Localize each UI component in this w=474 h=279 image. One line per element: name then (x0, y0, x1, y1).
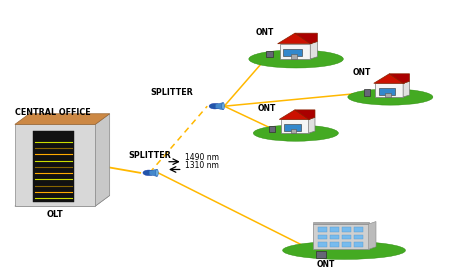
Text: SPLITTER: SPLITTER (128, 151, 171, 160)
Text: ONT: ONT (317, 260, 335, 269)
Ellipse shape (222, 103, 225, 110)
FancyBboxPatch shape (385, 93, 391, 97)
Polygon shape (295, 33, 318, 44)
Ellipse shape (143, 170, 155, 175)
Polygon shape (278, 33, 312, 44)
Ellipse shape (283, 241, 405, 259)
FancyBboxPatch shape (354, 235, 363, 239)
Polygon shape (295, 110, 315, 119)
FancyBboxPatch shape (280, 44, 310, 59)
Polygon shape (215, 103, 223, 110)
FancyBboxPatch shape (283, 49, 301, 56)
FancyBboxPatch shape (291, 54, 297, 59)
FancyBboxPatch shape (269, 126, 275, 132)
FancyBboxPatch shape (342, 227, 351, 232)
FancyBboxPatch shape (364, 90, 370, 96)
Ellipse shape (348, 89, 433, 105)
Polygon shape (279, 110, 310, 119)
Text: CENTRAL OFFICE: CENTRAL OFFICE (15, 108, 91, 117)
Ellipse shape (155, 169, 158, 176)
FancyBboxPatch shape (15, 124, 95, 206)
Text: ONT: ONT (353, 68, 371, 77)
Polygon shape (369, 222, 376, 249)
FancyBboxPatch shape (281, 119, 309, 133)
Ellipse shape (253, 125, 338, 141)
FancyBboxPatch shape (354, 227, 363, 232)
FancyBboxPatch shape (317, 251, 326, 258)
Polygon shape (309, 117, 315, 133)
Text: 1310 nm: 1310 nm (185, 161, 219, 170)
Polygon shape (310, 42, 318, 59)
Ellipse shape (209, 104, 220, 109)
FancyBboxPatch shape (313, 224, 369, 249)
Ellipse shape (249, 50, 343, 68)
Polygon shape (403, 81, 410, 97)
Polygon shape (374, 74, 405, 83)
Text: 1490 nm: 1490 nm (185, 153, 219, 162)
FancyBboxPatch shape (313, 222, 369, 224)
FancyBboxPatch shape (330, 227, 339, 232)
Text: ONT: ONT (258, 104, 276, 114)
FancyBboxPatch shape (375, 83, 403, 97)
FancyBboxPatch shape (342, 235, 351, 239)
FancyBboxPatch shape (284, 124, 301, 131)
FancyBboxPatch shape (379, 88, 395, 95)
Text: ONT: ONT (255, 28, 274, 37)
FancyBboxPatch shape (354, 242, 363, 247)
FancyBboxPatch shape (291, 129, 296, 133)
FancyBboxPatch shape (318, 235, 327, 239)
Polygon shape (15, 196, 109, 206)
Polygon shape (95, 114, 109, 206)
Polygon shape (389, 74, 410, 83)
FancyBboxPatch shape (318, 242, 327, 247)
FancyBboxPatch shape (318, 227, 327, 232)
FancyBboxPatch shape (33, 131, 74, 202)
Polygon shape (15, 114, 109, 124)
FancyBboxPatch shape (342, 242, 351, 247)
FancyBboxPatch shape (266, 50, 273, 57)
FancyBboxPatch shape (330, 242, 339, 247)
Polygon shape (149, 169, 157, 176)
FancyBboxPatch shape (330, 235, 339, 239)
Text: OLT: OLT (46, 210, 64, 219)
Text: SPLITTER: SPLITTER (150, 88, 193, 97)
